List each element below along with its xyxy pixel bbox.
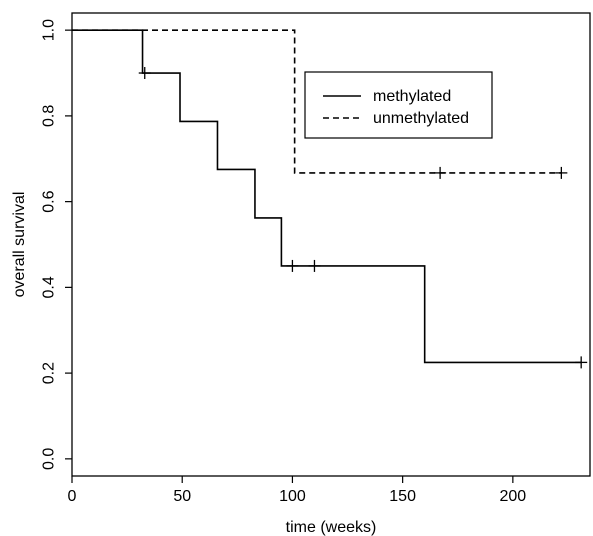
legend-label-unmethylated: unmethylated xyxy=(373,110,469,127)
legend: methylated unmethylated xyxy=(304,71,493,139)
x-tick-label: 100 xyxy=(279,488,306,505)
y-tick-label: 0.0 xyxy=(41,448,58,470)
legend-box xyxy=(304,71,493,139)
censor-mark-methylated xyxy=(286,259,299,272)
y-axis-title: overall survival xyxy=(11,192,28,298)
series-line-unmethylated xyxy=(72,29,562,174)
censor-mark-unmethylated xyxy=(434,166,447,179)
censor-mark-methylated xyxy=(575,356,588,369)
x-tick-label: 200 xyxy=(499,488,526,505)
y-tick-label: 0.4 xyxy=(41,276,58,298)
y-tick-label: 0.2 xyxy=(41,362,58,384)
y-tick-label: 1.0 xyxy=(41,19,58,41)
x-tick-label: 50 xyxy=(173,488,191,505)
censor-mark-methylated xyxy=(138,67,151,80)
legend-label-methylated: methylated xyxy=(373,88,451,105)
censor-mark-unmethylated xyxy=(555,166,568,179)
x-tick-label: 0 xyxy=(68,488,77,505)
y-tick-label: 0.8 xyxy=(41,105,58,127)
censor-mark-methylated xyxy=(308,259,321,272)
x-axis-title: time (weeks) xyxy=(286,519,377,536)
series-layer xyxy=(72,29,588,369)
axes-layer: 0 50 100 150 200 0.0 0.2 0.4 0.6 0.8 1.0 xyxy=(41,19,527,505)
x-tick-label: 150 xyxy=(389,488,416,505)
plot-frame xyxy=(71,12,591,477)
y-tick-label: 0.6 xyxy=(41,190,58,212)
